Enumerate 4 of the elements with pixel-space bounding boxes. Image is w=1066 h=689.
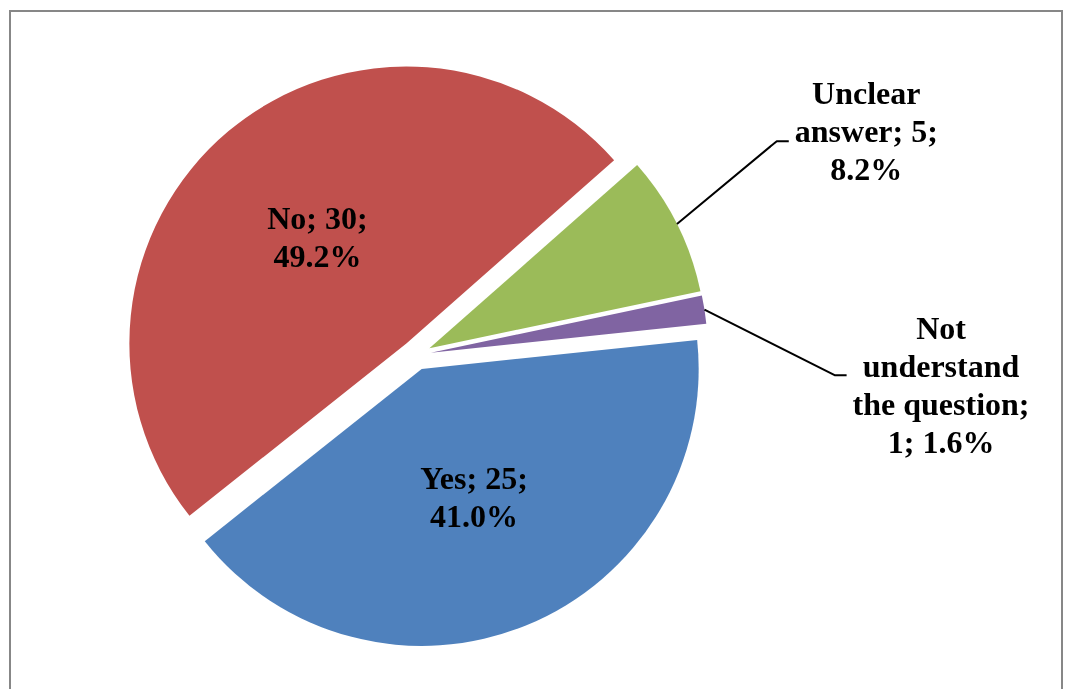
data-label: No; 30; 49.2%: [267, 200, 368, 275]
data-label: Not understand the question; 1; 1.6%: [852, 310, 1030, 461]
data-label: Yes; 25; 41.0%: [420, 460, 528, 535]
data-label: Unclear answer; 5; 8.2%: [794, 75, 938, 188]
